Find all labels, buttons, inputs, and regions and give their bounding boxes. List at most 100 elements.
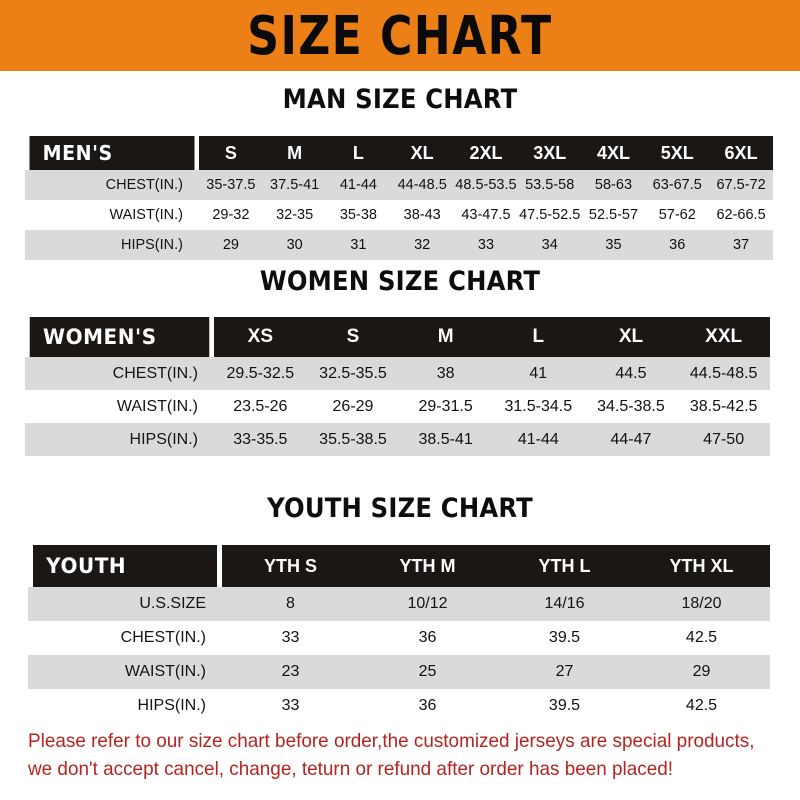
man-hips-l: 31 xyxy=(326,230,391,260)
youth-hips-xl: 42.5 xyxy=(633,689,770,723)
youth-hips-s: 33 xyxy=(222,689,359,723)
youth-ussize-m: 10/12 xyxy=(359,587,496,621)
page-banner: SIZE CHART xyxy=(0,0,800,71)
man-chest-l: 41-44 xyxy=(326,170,391,200)
women-size-col-xxl: XXL xyxy=(677,317,770,357)
man-size-col-s: S xyxy=(199,136,263,170)
man-header-label: MEN'S xyxy=(29,136,195,170)
women-size-col-s: S xyxy=(306,317,400,357)
man-chest-xl: 44-48.5 xyxy=(390,170,455,200)
man-hips-2xl: 33 xyxy=(454,230,518,260)
man-waist-l: 35-38 xyxy=(326,200,391,230)
youth-header-label: YOUTH xyxy=(32,545,218,587)
women-table-body: CHEST(IN.) 29.5-32.5 32.5-35.5 38 41 44.… xyxy=(25,357,770,456)
man-size-col-4xl: 4XL xyxy=(581,136,646,170)
youth-size-col-l: YTH L xyxy=(496,545,633,587)
women-chest-xxl: 44.5-48.5 xyxy=(677,357,770,390)
man-size-col-5xl: 5XL xyxy=(645,136,710,170)
man-chest-5xl: 63-67.5 xyxy=(645,170,710,200)
man-size-col-3xl: 3XL xyxy=(517,136,582,170)
man-hips-s: 29 xyxy=(199,230,263,260)
table-row: HIPS(IN.) 29 30 31 32 33 34 35 36 37 xyxy=(25,230,773,260)
man-row-label-waist: WAIST(IN.) xyxy=(25,200,199,230)
women-hips-xs: 33-35.5 xyxy=(214,423,307,456)
order-policy-note-line-1: Please refer to our size chart before or… xyxy=(28,730,755,752)
women-waist-xl: 34.5-38.5 xyxy=(584,390,678,423)
women-chest-m: 38 xyxy=(399,357,492,390)
youth-size-chart-table: YOUTH YTH S YTH M YTH L YTH XL U.S.SIZE … xyxy=(28,545,770,723)
women-hips-xxl: 47-50 xyxy=(677,423,770,456)
women-size-col-xl: XL xyxy=(584,317,678,357)
table-header-row: WOMEN'S XS S M L XL XXL xyxy=(25,317,770,357)
man-waist-m: 32-35 xyxy=(262,200,327,230)
women-row-label-waist: WAIST(IN.) xyxy=(25,390,214,423)
man-size-chart-table: MEN'S S M L XL 2XL 3XL 4XL 5XL 6XL CHEST… xyxy=(25,136,773,260)
women-size-chart-table: WOMEN'S XS S M L XL XXL CHEST(IN.) 29.5-… xyxy=(25,317,770,456)
man-hips-6xl: 37 xyxy=(709,230,773,260)
man-table: MEN'S S M L XL 2XL 3XL 4XL 5XL 6XL CHEST… xyxy=(25,136,773,260)
youth-chest-l: 39.5 xyxy=(496,621,633,655)
table-row: HIPS(IN.) 33-35.5 35.5-38.5 38.5-41 41-4… xyxy=(25,423,770,456)
women-hips-m: 38.5-41 xyxy=(399,423,492,456)
women-row-label-hips: HIPS(IN.) xyxy=(25,423,214,456)
youth-ussize-l: 14/16 xyxy=(496,587,633,621)
man-chest-4xl: 58-63 xyxy=(581,170,646,200)
order-policy-note-line-2: we don't accept cancel, change, teturn o… xyxy=(28,758,674,781)
man-size-col-m: M xyxy=(262,136,327,170)
youth-row-label-waist: WAIST(IN.) xyxy=(28,655,222,689)
table-row: CHEST(IN.) 29.5-32.5 32.5-35.5 38 41 44.… xyxy=(25,357,770,390)
women-header-label: WOMEN'S xyxy=(29,317,210,357)
man-chest-3xl: 53.5-58 xyxy=(517,170,582,200)
youth-chest-m: 36 xyxy=(359,621,496,655)
man-waist-5xl: 57-62 xyxy=(645,200,710,230)
order-policy-note: Please refer to our size chart before or… xyxy=(28,727,759,784)
youth-chest-xl: 42.5 xyxy=(633,621,770,655)
women-size-chart-title: WOMEN SIZE CHART xyxy=(259,266,541,297)
youth-waist-s: 23 xyxy=(222,655,359,689)
youth-waist-l: 27 xyxy=(496,655,633,689)
man-chest-s: 35-37.5 xyxy=(199,170,263,200)
man-waist-xl: 38-43 xyxy=(390,200,455,230)
table-header-row: YOUTH YTH S YTH M YTH L YTH XL xyxy=(28,545,770,587)
youth-hips-l: 39.5 xyxy=(496,689,633,723)
youth-size-col-m: YTH M xyxy=(359,545,496,587)
man-waist-4xl: 52.5-57 xyxy=(581,200,646,230)
youth-row-label-ussize: U.S.SIZE xyxy=(28,587,222,621)
youth-waist-xl: 29 xyxy=(633,655,770,689)
man-size-col-2xl: 2XL xyxy=(454,136,518,170)
youth-table-body: U.S.SIZE 8 10/12 14/16 18/20 CHEST(IN.) … xyxy=(28,587,770,723)
man-chest-m: 37.5-41 xyxy=(262,170,327,200)
youth-chest-s: 33 xyxy=(222,621,359,655)
table-row: HIPS(IN.) 33 36 39.5 42.5 xyxy=(28,689,770,723)
table-header-row: MEN'S S M L XL 2XL 3XL 4XL 5XL 6XL xyxy=(25,136,773,170)
women-table: WOMEN'S XS S M L XL XXL CHEST(IN.) 29.5-… xyxy=(25,317,770,456)
man-size-chart-title: MAN SIZE CHART xyxy=(282,84,518,115)
man-waist-6xl: 62-66.5 xyxy=(709,200,773,230)
women-size-col-m: M xyxy=(399,317,492,357)
man-hips-xl: 32 xyxy=(390,230,455,260)
women-waist-m: 29-31.5 xyxy=(399,390,492,423)
man-hips-5xl: 36 xyxy=(645,230,710,260)
youth-ussize-s: 8 xyxy=(222,587,359,621)
man-chest-2xl: 48.5-53.5 xyxy=(454,170,518,200)
table-row: CHEST(IN.) 33 36 39.5 42.5 xyxy=(28,621,770,655)
man-table-body: CHEST(IN.) 35-37.5 37.5-41 41-44 44-48.5… xyxy=(25,170,773,260)
women-size-col-xs: XS xyxy=(214,317,307,357)
man-table-header: MEN'S S M L XL 2XL 3XL 4XL 5XL 6XL xyxy=(25,136,773,170)
women-waist-l: 31.5-34.5 xyxy=(491,390,585,423)
youth-size-col-xl: YTH XL xyxy=(633,545,770,587)
man-hips-3xl: 34 xyxy=(517,230,582,260)
man-size-col-6xl: 6XL xyxy=(709,136,773,170)
youth-table-header: YOUTH YTH S YTH M YTH L YTH XL xyxy=(28,545,770,587)
women-row-label-chest: CHEST(IN.) xyxy=(25,357,214,390)
man-hips-4xl: 35 xyxy=(581,230,646,260)
man-size-col-l: L xyxy=(326,136,391,170)
page-title: SIZE CHART xyxy=(247,4,553,67)
women-chest-xl: 44.5 xyxy=(584,357,678,390)
table-row: WAIST(IN.) 23.5-26 26-29 29-31.5 31.5-34… xyxy=(25,390,770,423)
women-hips-s: 35.5-38.5 xyxy=(306,423,400,456)
youth-table: YOUTH YTH S YTH M YTH L YTH XL U.S.SIZE … xyxy=(28,545,770,723)
women-hips-l: 41-44 xyxy=(491,423,585,456)
women-hips-xl: 44-47 xyxy=(584,423,678,456)
